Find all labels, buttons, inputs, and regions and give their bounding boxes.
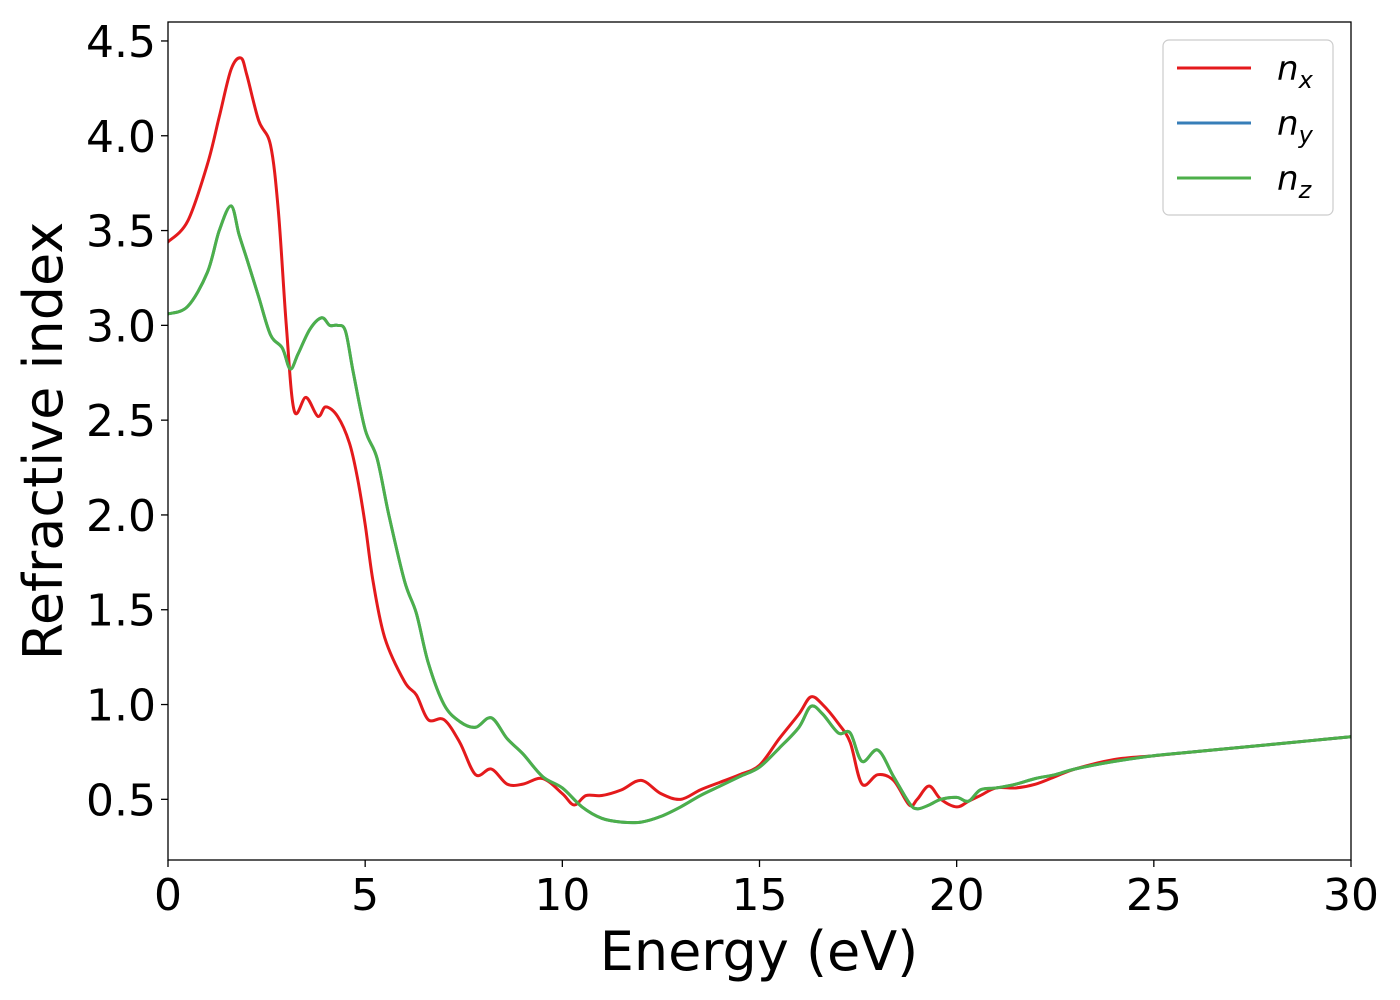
- x-axis-label: Energy (eV): [600, 920, 919, 983]
- y-tick-label: 1.5: [86, 586, 156, 637]
- y-tick-label: 2.5: [86, 396, 156, 447]
- x-tick-label: 15: [732, 870, 788, 921]
- x-tick-label: 0: [154, 870, 182, 921]
- series-lines: [168, 56, 1351, 825]
- x-tick-label: 25: [1126, 870, 1182, 921]
- x-tick-label: 20: [929, 870, 985, 921]
- y-tick-label: 3.0: [86, 301, 156, 352]
- legend-box: [1162, 39, 1334, 216]
- legend: nx ny nz: [1162, 39, 1334, 216]
- x-tick-label: 30: [1323, 870, 1379, 921]
- y-tick-label: 4.0: [86, 112, 156, 163]
- axes: 0 5 10 15 20 25 30 0.5 1.0 1.5 2.0 2.5 3.0 3.5 4.0 4.5: [86, 17, 1379, 921]
- legend-label-x: nx: [1277, 49, 1314, 94]
- y-tick-label: 2.0: [86, 491, 156, 542]
- plot-area: [168, 56, 1351, 825]
- y-axis-label: Refractive index: [12, 222, 75, 661]
- y-tick-label: 0.5: [86, 775, 156, 826]
- y-tick-label: 1.0: [86, 681, 156, 732]
- x-tick-label: 5: [351, 870, 379, 921]
- x-tick-label: 10: [534, 870, 590, 921]
- series-line-y: [168, 204, 1351, 825]
- series-line-x: [168, 56, 1351, 809]
- legend-label-z: nz: [1277, 159, 1313, 204]
- y-tick-label: 4.5: [86, 17, 156, 68]
- series-line-z: [168, 204, 1351, 825]
- y-tick-label: 3.5: [86, 207, 156, 258]
- legend-label-y: ny: [1277, 104, 1314, 149]
